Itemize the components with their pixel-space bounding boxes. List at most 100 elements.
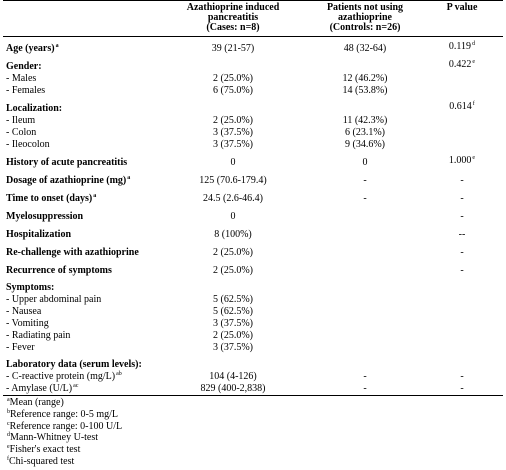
- cases-cell: 0: [230, 211, 236, 222]
- p-text: -: [460, 193, 464, 204]
- controls-cell: 9 (34.6%): [345, 139, 385, 150]
- p-value: 1.000e: [449, 155, 475, 166]
- row-label: History of acute pancreatitis: [6, 157, 127, 168]
- label-text: Age (years): [6, 43, 55, 54]
- superscript: a: [93, 193, 97, 199]
- row-label: Myelosuppression: [6, 211, 83, 222]
- cases-cell: 2 (25.0%): [213, 330, 253, 341]
- superscript: ab: [116, 371, 122, 377]
- row-label: Recurrence of symptoms: [6, 265, 112, 276]
- row-label: Age (years)a: [6, 43, 59, 54]
- label-text: Symptoms:: [6, 282, 55, 293]
- row-label: Dosage of azathioprine (mg)a: [6, 175, 130, 186]
- cases-cell: 24.5 (2.6-46.4): [203, 193, 263, 204]
- label-text: - Males: [6, 73, 37, 84]
- label-text: Myelosuppression: [6, 211, 84, 222]
- label-text: - Fever: [6, 342, 35, 353]
- row-label: Re-challenge with azathioprine: [6, 247, 139, 258]
- p-text: 0.119: [448, 41, 472, 52]
- superscript: ac: [73, 383, 79, 389]
- row-label: - Males: [6, 73, 36, 84]
- footnote: cReference range: 0-100 U/L: [6, 421, 122, 432]
- superscript: e: [472, 155, 476, 161]
- label-text: Hospitalization: [6, 229, 72, 240]
- footnote: eFisher's exact test: [6, 444, 80, 455]
- footnote: aMean (range): [6, 397, 64, 408]
- footnote-text: Fisher's exact test: [9, 444, 81, 456]
- p-text: -: [460, 247, 464, 258]
- label-text: - Upper abdominal pain: [6, 294, 102, 305]
- footnote-mark: c: [7, 420, 10, 427]
- cases-cell: 2 (25.0%): [213, 247, 253, 258]
- label-text: - Amylase (U/L): [6, 383, 73, 394]
- row-label: - Vomiting: [6, 318, 49, 329]
- footnote-text: Mann-Whitney U-test: [10, 432, 99, 444]
- label-text: Laboratory data (serum levels):: [6, 359, 142, 370]
- header-cell: (Cases: n=8): [206, 22, 260, 33]
- p-value: 0.422e: [449, 59, 475, 70]
- rule: [3, 36, 503, 37]
- cases-cell: 3 (37.5%): [213, 139, 253, 150]
- p-text: 0.614: [449, 101, 472, 112]
- rule: [3, 395, 503, 396]
- header-cell: (Controls: n=26): [329, 22, 401, 33]
- row-label: - Upper abdominal pain: [6, 294, 101, 305]
- cases-cell: 8 (100%): [214, 229, 252, 240]
- footnote-mark: e: [7, 444, 10, 451]
- p-value: -: [460, 211, 463, 222]
- row-label: - Colon: [6, 127, 36, 138]
- label-text: Recurrence of symptoms: [6, 265, 112, 276]
- controls-cell: 14 (53.8%): [342, 85, 388, 96]
- row-label: - Radiating pain: [6, 330, 70, 341]
- cases-cell: 2 (25.0%): [213, 73, 253, 84]
- superscript: d: [472, 41, 476, 47]
- cases-cell: 3 (37.5%): [213, 342, 253, 353]
- footnote-mark: a: [7, 397, 10, 403]
- controls-cell: 12 (46.2%): [342, 73, 388, 84]
- p-text: -: [460, 383, 464, 394]
- p-text: 0.422: [448, 59, 472, 70]
- cases-cell: 3 (37.5%): [213, 127, 253, 138]
- row-label: Gender:: [6, 61, 42, 72]
- p-value: -: [460, 175, 463, 186]
- cases-cell: 3 (37.5%): [213, 318, 253, 329]
- controls-cell: 11 (42.3%): [342, 115, 388, 126]
- footnote-mark: d: [7, 432, 10, 439]
- p-text: -: [460, 265, 464, 276]
- cases-cell: 6 (75.0%): [213, 85, 253, 96]
- row-label: Time to onset (days)a: [6, 193, 96, 204]
- footnote: bReference range: 0-5 mg/L: [6, 409, 118, 420]
- label-text: - Radiating pain: [6, 330, 71, 341]
- footnote-mark: b: [7, 408, 10, 415]
- controls-cell: 48 (32-64): [343, 43, 387, 54]
- superscript: a: [127, 175, 131, 181]
- p-value: --: [459, 229, 466, 240]
- cases-cell: 0: [230, 157, 236, 168]
- cases-cell: 5 (62.5%): [213, 306, 253, 317]
- controls-cell: -: [363, 193, 367, 204]
- superscript: a: [55, 43, 59, 49]
- label-text: History of acute pancreatitis: [6, 157, 128, 168]
- p-value: -: [460, 247, 463, 258]
- row-label: Localization:: [6, 103, 62, 114]
- label-text: - Vomiting: [6, 318, 49, 329]
- p-text: -: [460, 371, 464, 382]
- cases-cell: 2 (25.0%): [213, 265, 253, 276]
- header-cell: P value: [446, 2, 478, 13]
- p-text: -: [460, 211, 464, 222]
- row-label: - Nausea: [6, 306, 41, 317]
- cases-cell: 39 (21-57): [211, 43, 255, 54]
- row-label: Symptoms:: [6, 282, 54, 293]
- label-text: - Ileocolon: [6, 139, 50, 150]
- header-cell: azathioprine: [338, 12, 392, 23]
- header-cell: Patients not using: [326, 2, 404, 13]
- header-cell: Azathioprine induced: [186, 2, 280, 13]
- cases-cell: 2 (25.0%): [213, 115, 253, 126]
- p-text: 1.000: [448, 155, 472, 166]
- row-label: - C-reactive protein (mg/L)ab: [6, 371, 122, 382]
- footnote-text: Chi-squared test: [9, 456, 75, 467]
- p-value: -: [460, 383, 463, 394]
- p-text: --: [458, 229, 466, 240]
- footnote-text: Mean (range): [9, 397, 64, 408]
